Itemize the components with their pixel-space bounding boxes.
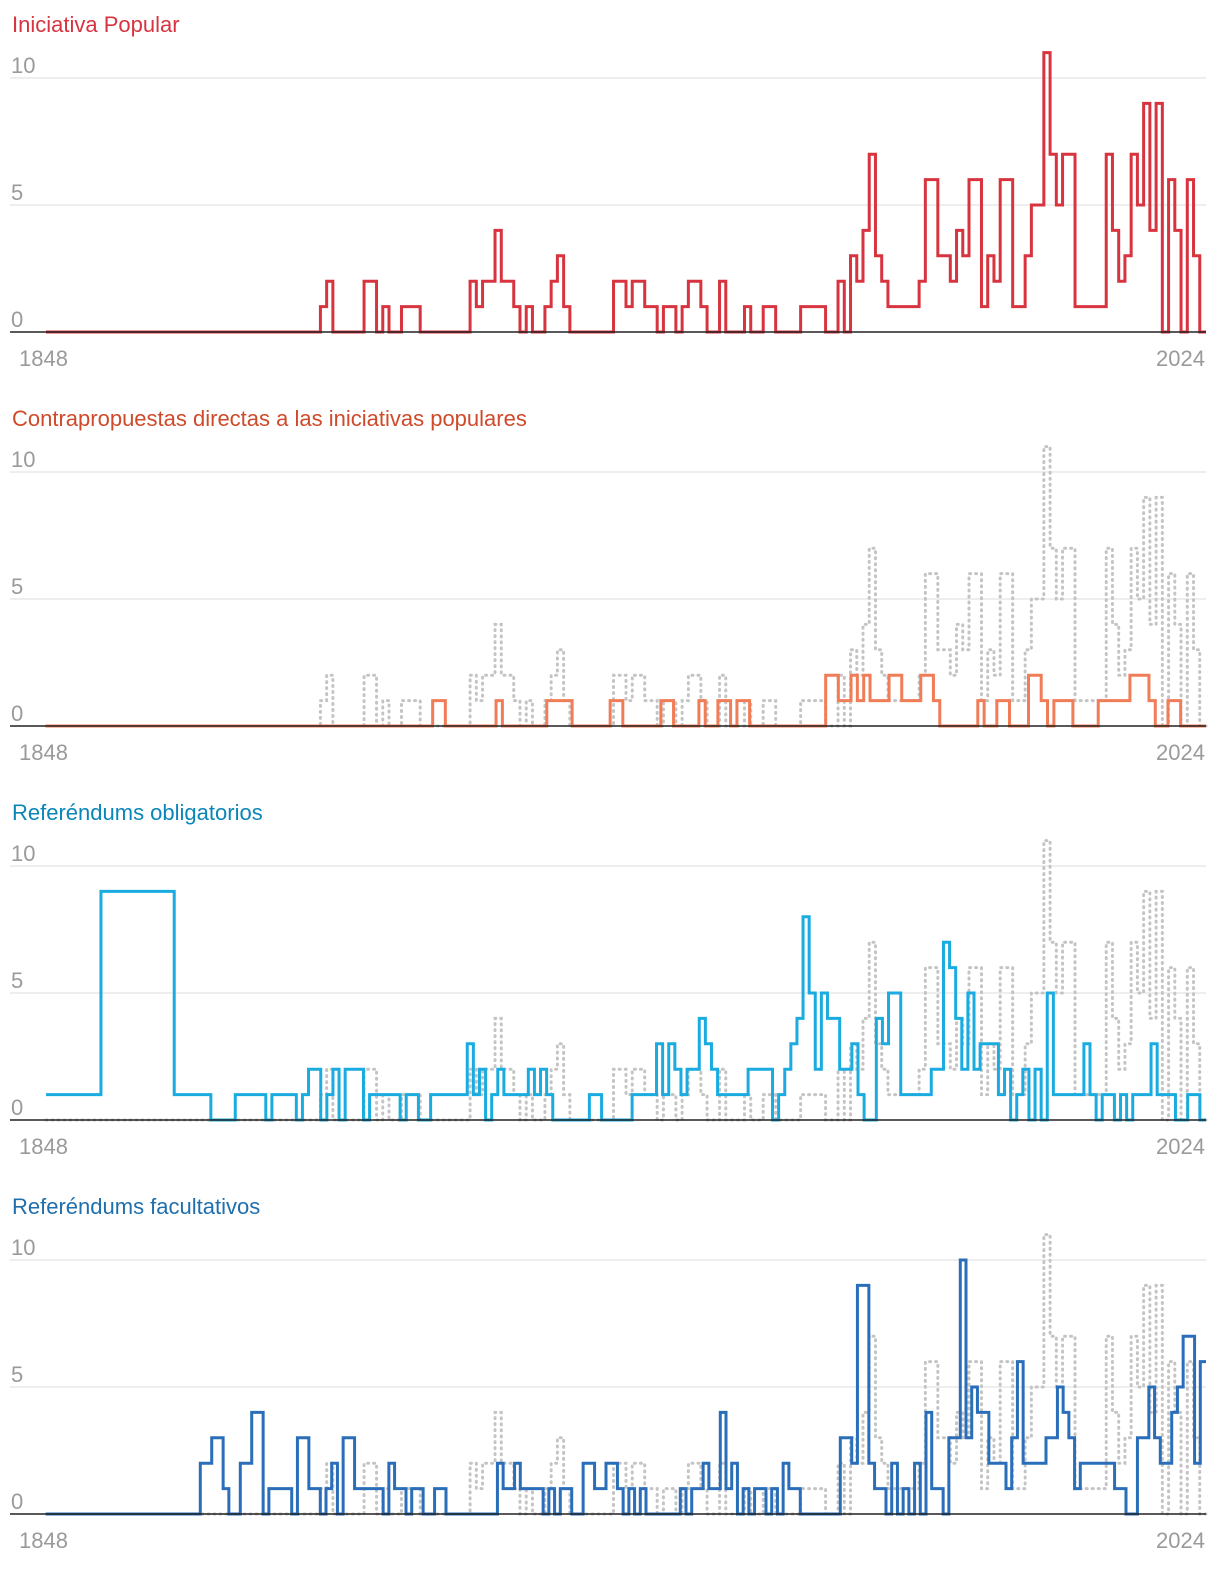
y-tick-label-10: 10 [11, 1235, 35, 1260]
chart-panel-referendums-obligatorios: Referéndums obligatorios 0 5 10 1848 2024 [0, 788, 1220, 1182]
chart-panel-iniciativa-popular: Iniciativa Popular 0 5 10 1848 2024 [0, 0, 1220, 394]
y-tick-label-0: 0 [11, 701, 23, 726]
reference-series-line [44, 839, 1208, 1122]
y-tick-label-0: 0 [11, 1095, 23, 1120]
panel-title: Contrapropuestas directas a las iniciati… [12, 406, 527, 431]
panel-title: Referéndums obligatorios [12, 800, 263, 825]
x-tick-label-start: 1848 [19, 740, 68, 765]
y-tick-label-5: 5 [11, 1362, 23, 1387]
panel-title: Referéndums facultativos [12, 1194, 261, 1219]
chart-svg: 0 5 10 1848 2024 [10, 1233, 1208, 1553]
reference-series-line [44, 445, 1208, 728]
chart-svg: 0 5 10 1848 2024 [10, 51, 1206, 371]
x-tick-label-start: 1848 [19, 1528, 68, 1553]
x-tick-label-end: 2024 [1156, 346, 1205, 371]
y-tick-label-10: 10 [11, 53, 35, 78]
chart-svg: 0 5 10 1848 2024 [10, 839, 1208, 1159]
x-tick-label-end: 2024 [1156, 1134, 1205, 1159]
x-tick-label-start: 1848 [19, 1134, 68, 1159]
reference-series-line [44, 1233, 1208, 1516]
y-tick-label-5: 5 [11, 180, 23, 205]
x-tick-label-end: 2024 [1156, 740, 1205, 765]
y-tick-label-10: 10 [11, 841, 35, 866]
chart-svg: 0 5 10 1848 2024 [10, 445, 1208, 765]
x-tick-label-start: 1848 [19, 346, 68, 371]
y-tick-label-5: 5 [11, 968, 23, 993]
y-tick-label-10: 10 [11, 447, 35, 472]
chart-panel-referendums-facultativos: Referéndums facultativos 0 5 10 1848 2024 [0, 1182, 1220, 1576]
panel-title: Iniciativa Popular [12, 12, 180, 37]
y-tick-label-0: 0 [11, 307, 23, 332]
y-tick-label-0: 0 [11, 1489, 23, 1514]
x-tick-label-end: 2024 [1156, 1528, 1205, 1553]
chart-panel-contrapropuestas: Contrapropuestas directas a las iniciati… [0, 394, 1220, 788]
y-tick-label-5: 5 [11, 574, 23, 599]
series-line [46, 889, 1206, 1122]
series-line [46, 51, 1206, 334]
